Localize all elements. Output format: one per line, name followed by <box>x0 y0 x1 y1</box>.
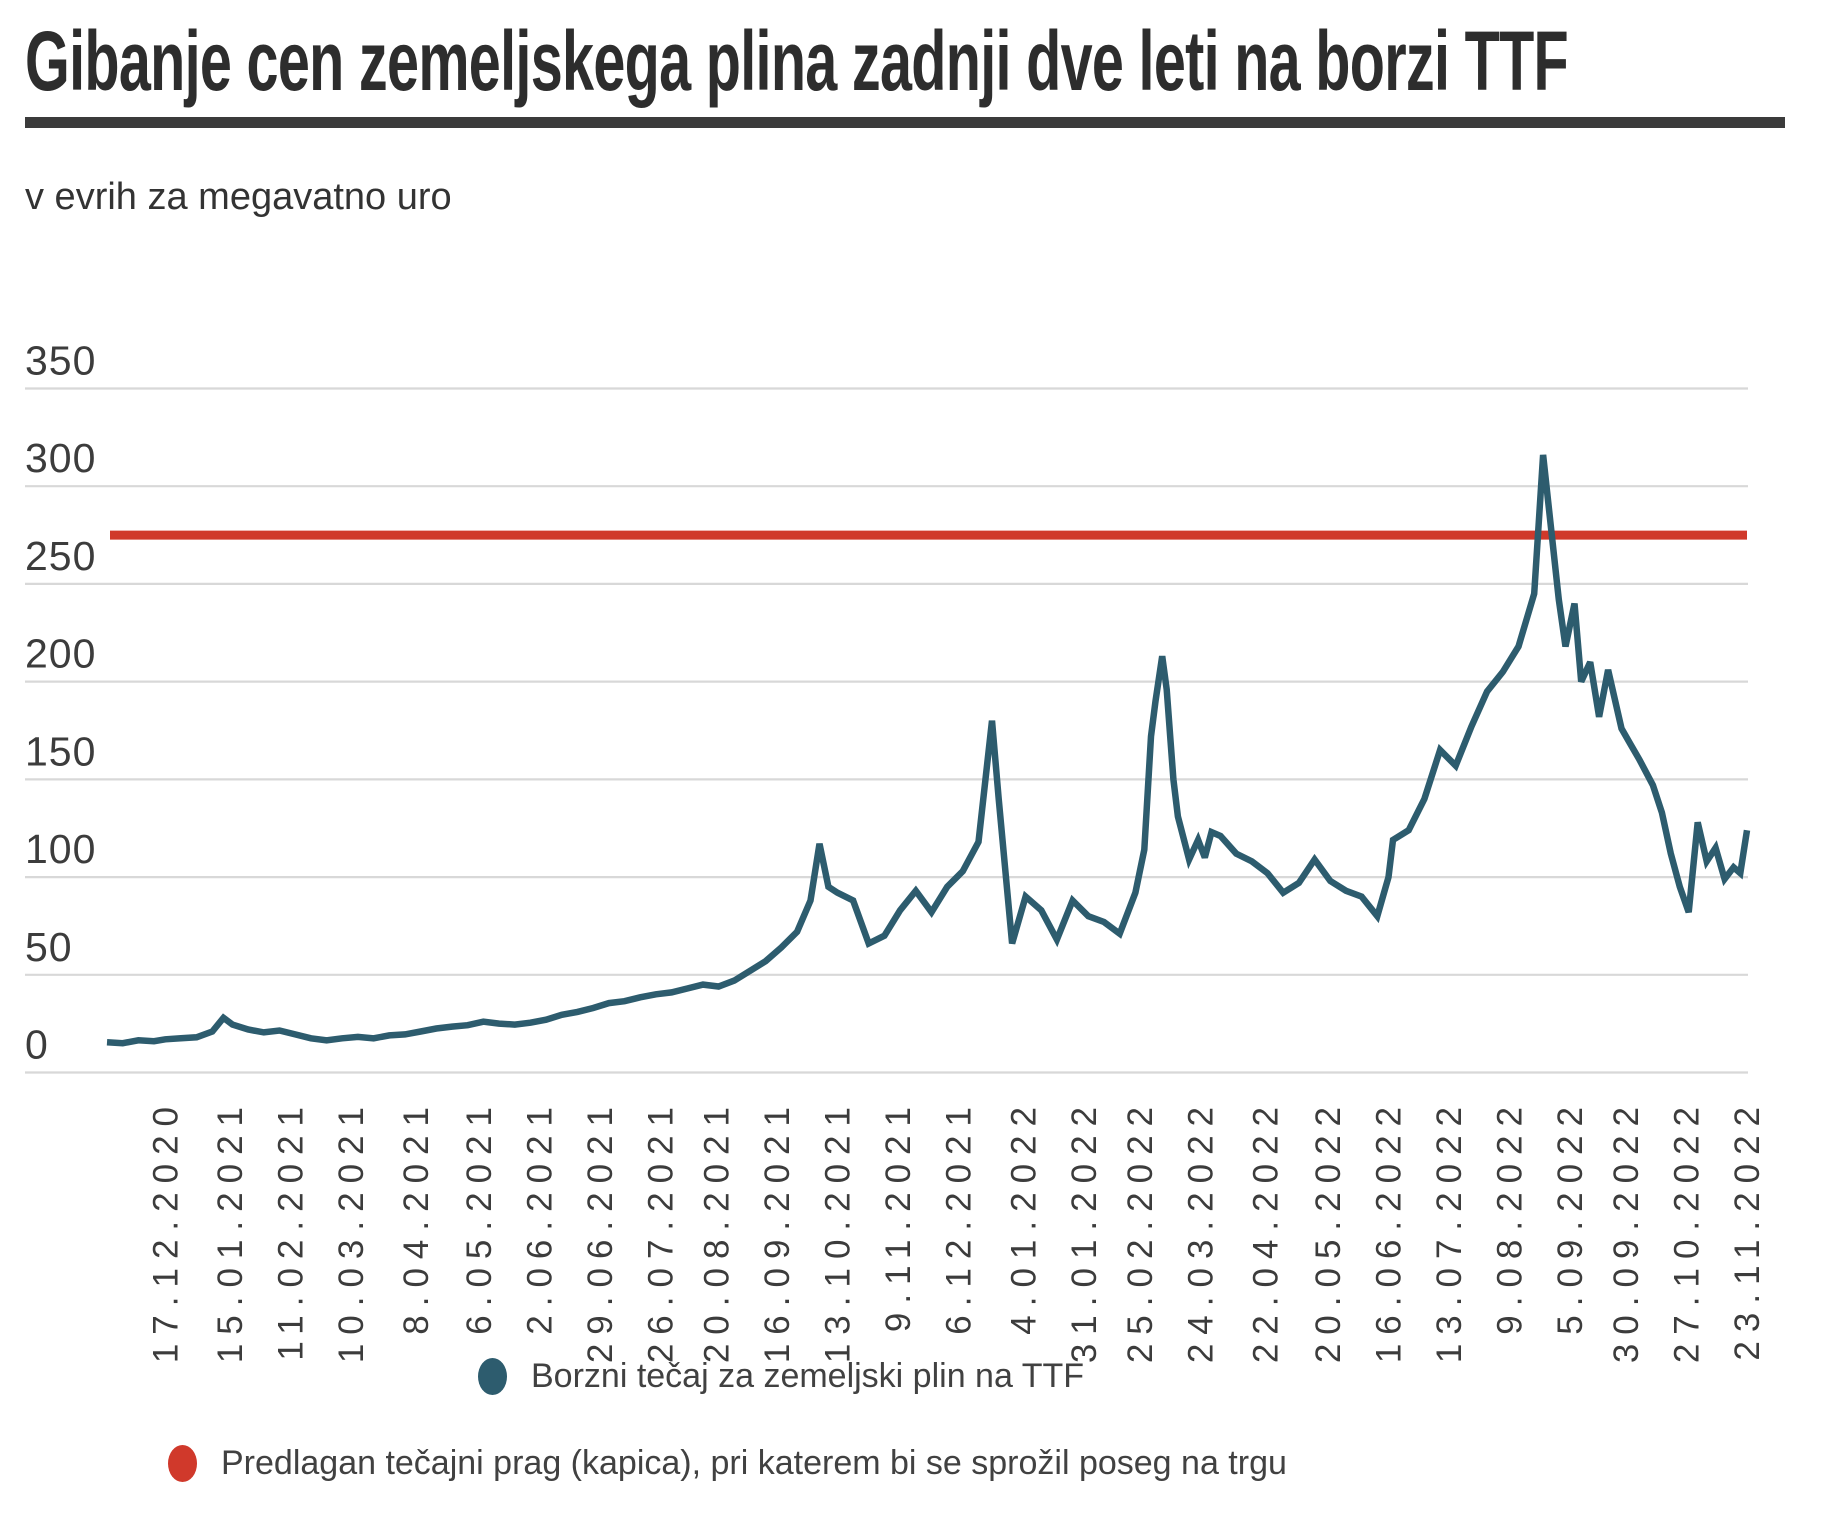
cap-legend-label: Predlagan tečajni prag (kapica), pri kat… <box>221 1443 1287 1482</box>
x-tick-label: 31.01.2022 <box>1065 1098 1104 1363</box>
x-tick-label: 29.06.2021 <box>581 1098 620 1363</box>
y-tick-label: 250 <box>25 533 96 579</box>
x-tick-label: 25.02.2022 <box>1121 1098 1160 1363</box>
series-legend-label: Borzni tečaj za zemeljski plin na TTF <box>531 1356 1085 1395</box>
x-tick-label: 16.06.2022 <box>1370 1098 1409 1363</box>
x-tick-label: 8.04.2021 <box>397 1098 436 1335</box>
x-tick-label: 13.10.2021 <box>818 1098 857 1363</box>
legend-item-cap: Predlagan tečajni prag (kapica), pri kat… <box>168 1443 1287 1483</box>
x-tick-label: 26.07.2021 <box>641 1098 680 1363</box>
x-tick-label: 9.08.2022 <box>1491 1098 1530 1335</box>
y-tick-label: 150 <box>25 728 96 774</box>
x-tick-label: 23.11.2022 <box>1728 1098 1767 1361</box>
cap-legend-dot-icon <box>168 1444 197 1482</box>
page-title: Gibanje cen zemeljskega plina zadnji dve… <box>25 14 1569 108</box>
y-tick-label: 200 <box>25 631 96 677</box>
y-tick-label: 350 <box>25 338 96 384</box>
y-tick-label: 300 <box>25 435 96 481</box>
x-tick-label: 17.12.2020 <box>146 1098 185 1363</box>
series-legend-dot-icon <box>478 1357 507 1395</box>
legend-item-series: Borzni tečaj za zemeljski plin na TTF <box>478 1356 1084 1396</box>
title-underline-rule <box>25 117 1785 128</box>
x-tick-label: 20.08.2021 <box>697 1098 736 1363</box>
x-tick-label: 22.04.2022 <box>1246 1098 1285 1363</box>
x-tick-label: 20.05.2022 <box>1309 1098 1348 1363</box>
x-tick-label: 5.09.2022 <box>1551 1098 1590 1335</box>
x-tick-label: 11.02.2021 <box>272 1098 311 1361</box>
x-tick-label: 27.10.2022 <box>1668 1098 1707 1363</box>
x-tick-label: 2.06.2021 <box>520 1098 559 1335</box>
x-tick-label: 10.03.2021 <box>332 1098 371 1363</box>
x-tick-label: 15.01.2021 <box>211 1098 250 1363</box>
x-tick-label: 13.07.2022 <box>1430 1098 1469 1363</box>
x-tick-label: 30.09.2022 <box>1607 1098 1646 1363</box>
chart-unit-subtitle: v evrih za megavatno uro <box>25 176 452 218</box>
x-tick-label: 9.11.2021 <box>879 1098 918 1332</box>
x-tick-label: 24.03.2022 <box>1181 1098 1220 1363</box>
x-tick-label: 16.09.2021 <box>758 1098 797 1363</box>
x-tick-label: 6.12.2021 <box>939 1098 978 1335</box>
y-tick-label: 100 <box>25 826 96 872</box>
ttf-price-line <box>106 454 1751 1047</box>
x-tick-label: 4.01.2022 <box>1004 1098 1043 1335</box>
x-tick-label: 6.05.2021 <box>460 1098 499 1335</box>
y-tick-label: 50 <box>25 924 73 970</box>
y-tick-label: 0 <box>25 1022 49 1068</box>
